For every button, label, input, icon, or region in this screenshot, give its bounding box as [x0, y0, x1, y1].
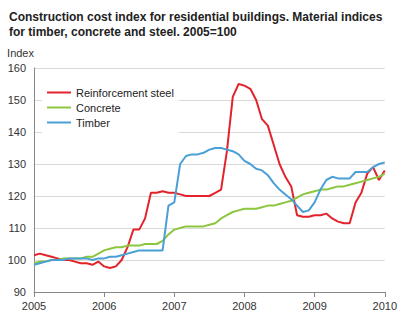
- svg-text:160: 160: [8, 62, 26, 74]
- svg-text:Concrete: Concrete: [76, 102, 121, 114]
- svg-text:Timber: Timber: [76, 117, 110, 129]
- svg-text:2007: 2007: [162, 300, 186, 312]
- svg-text:120: 120: [8, 190, 26, 202]
- svg-text:2010: 2010: [373, 300, 397, 312]
- svg-text:90: 90: [14, 286, 26, 298]
- svg-text:100: 100: [8, 254, 26, 266]
- svg-text:Reinforcement steel: Reinforcement steel: [76, 87, 174, 99]
- svg-text:2008: 2008: [232, 300, 256, 312]
- svg-text:2005: 2005: [22, 300, 46, 312]
- svg-text:140: 140: [8, 126, 26, 138]
- svg-text:110: 110: [8, 222, 26, 234]
- svg-text:for timber, concrete and steel: for timber, concrete and steel. 2005=100: [9, 25, 237, 39]
- svg-text:Construction cost index for re: Construction cost index for residential …: [9, 10, 386, 24]
- svg-text:150: 150: [8, 94, 26, 106]
- svg-text:2009: 2009: [302, 300, 326, 312]
- svg-text:130: 130: [8, 158, 26, 170]
- svg-text:2006: 2006: [92, 300, 116, 312]
- svg-text:Index: Index: [7, 47, 34, 59]
